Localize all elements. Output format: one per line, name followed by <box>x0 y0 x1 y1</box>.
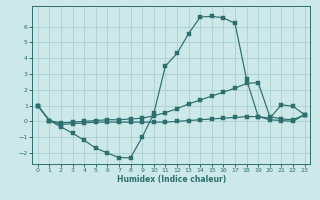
X-axis label: Humidex (Indice chaleur): Humidex (Indice chaleur) <box>116 175 226 184</box>
